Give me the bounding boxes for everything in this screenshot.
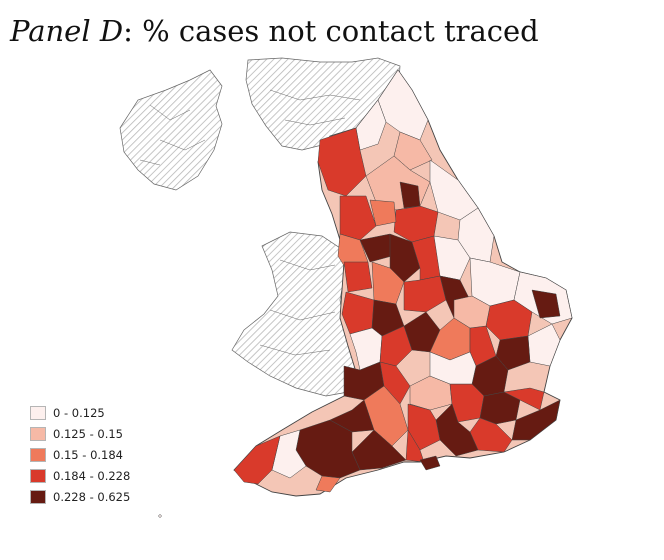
legend-label: 0.184 - 0.228 <box>53 468 131 483</box>
isle-of-wight <box>419 455 441 471</box>
legend-label: 0.228 - 0.625 <box>53 489 131 504</box>
map-legend: 0 - 0.125 0.125 - 0.15 0.15 - 0.184 0.18… <box>30 402 130 507</box>
scotland-borders <box>269 89 361 126</box>
legend-label: 0.15 - 0.184 <box>53 447 123 462</box>
legend-item: 0.15 - 0.184 <box>30 444 130 465</box>
legend-swatch <box>30 426 46 441</box>
northern-ireland-region <box>119 69 223 191</box>
legend-label: 0.125 - 0.15 <box>53 426 123 441</box>
legend-swatch <box>30 447 46 462</box>
isles-of-scilly <box>158 514 162 518</box>
legend-item: 0 - 0.125 <box>30 402 130 423</box>
wales-borders <box>259 259 336 356</box>
legend-item: 0.184 - 0.228 <box>30 465 130 486</box>
legend-label: 0 - 0.125 <box>53 405 105 420</box>
england-districts <box>233 69 573 493</box>
title-text: : % cases not contact traced <box>123 14 539 48</box>
map-title: Panel D: % cases not contact traced <box>10 14 539 48</box>
legend-item: 0.125 - 0.15 <box>30 423 130 444</box>
legend-item: 0.228 - 0.625 <box>30 486 130 507</box>
ni-borders <box>139 104 206 166</box>
title-panel: Panel D <box>10 14 124 48</box>
legend-swatch <box>30 468 46 483</box>
legend-swatch <box>30 489 46 504</box>
legend-swatch <box>30 405 46 420</box>
